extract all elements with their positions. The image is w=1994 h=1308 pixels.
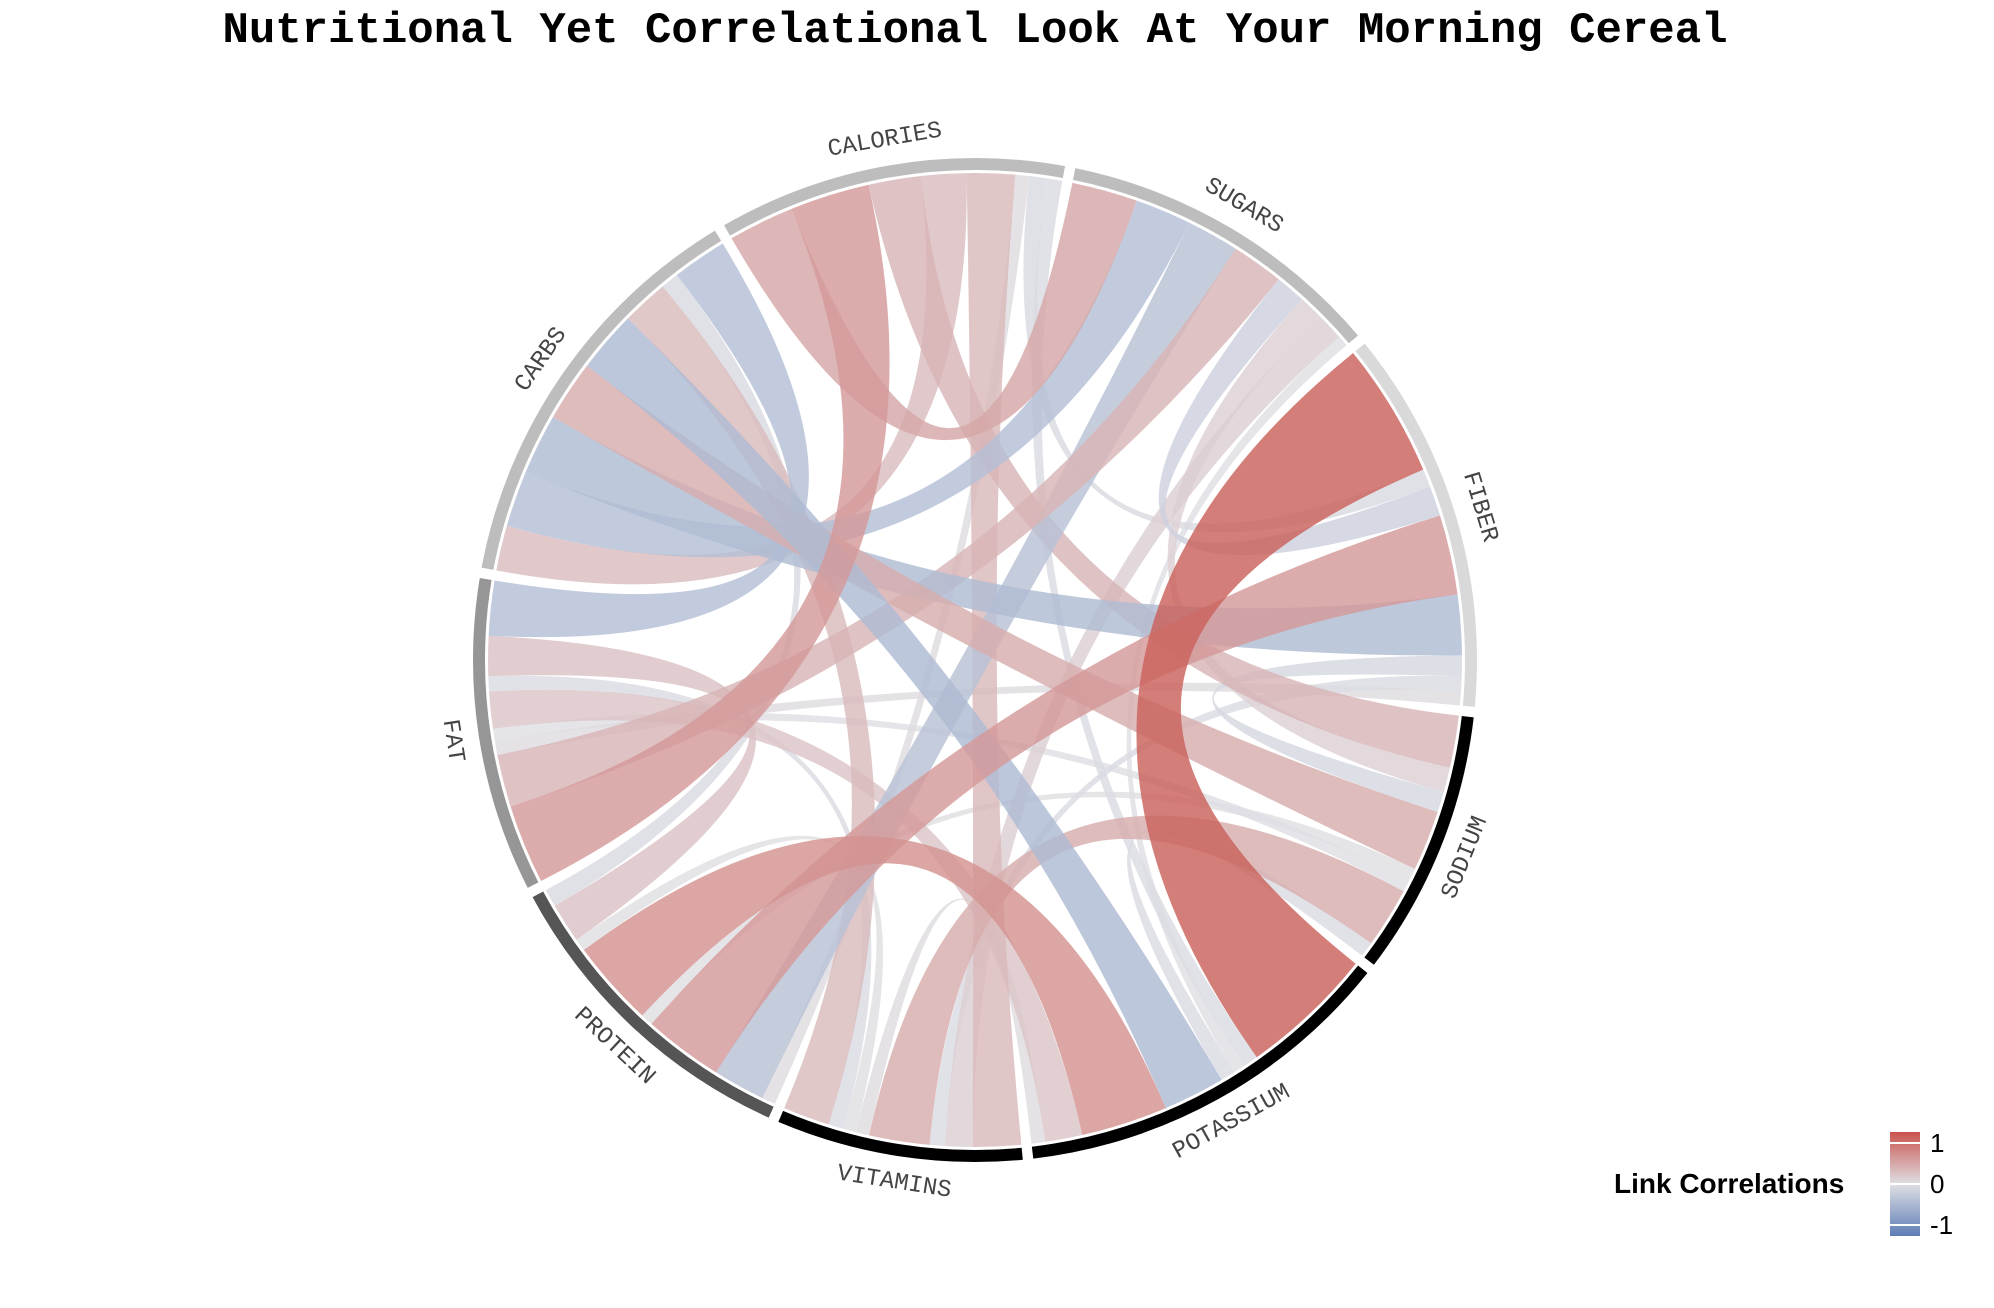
- chord-link-fiber-sodium: [1212, 655, 1463, 813]
- sector-arc-fat: [473, 578, 539, 888]
- chord-link-fat-carbs: [488, 243, 809, 638]
- legend-tick-label-mid: 0: [1930, 1169, 1945, 1199]
- chord-link-calories-sodium: [868, 176, 1459, 768]
- sector-label-fat: FAT: [436, 717, 469, 764]
- chord-link-sodium-carbs: [553, 365, 1438, 869]
- chord-link-calories-fiber: [1023, 176, 1431, 533]
- chord-link-potassium-carbs: [586, 318, 1222, 1109]
- chart-title: Nutritional Yet Correlational Look At Yo…: [222, 6, 1728, 56]
- legend-tick-mark-mid: [1890, 1183, 1920, 1185]
- chord-link-fiber-potassium: [1136, 353, 1424, 1058]
- chord-links: [487, 172, 1463, 1147]
- legend-tick-mark-low: [1890, 1224, 1920, 1226]
- legend-tick-label-high: 1: [1930, 1128, 1945, 1158]
- chord-link-potassium-vitamins: [855, 898, 1046, 1144]
- chord-link-sugars-carbs: [506, 200, 1190, 558]
- sector-arcs: [473, 158, 1477, 1162]
- legend-tick-label-low: -1: [1930, 1210, 1954, 1240]
- sector-arc-sodium: [1364, 715, 1474, 965]
- chord-link-sodium-fat: [492, 712, 1410, 892]
- sector-arc-calories: [724, 158, 1066, 236]
- chord-link-vitamins-protein: [576, 835, 884, 1133]
- legend: Link Correlations 1 0 -1: [1614, 1128, 1974, 1248]
- chord-link-sugars-fat: [497, 248, 1279, 807]
- chord-link-fiber-protein: [651, 515, 1458, 1073]
- chord-link-calories-fat: [510, 184, 890, 882]
- chord-link-sodium-potassium: [1127, 829, 1372, 1080]
- legend-title: Link Correlations: [1614, 1168, 1845, 1199]
- chord-link-protein-fat: [487, 635, 756, 940]
- chord-link-calories-sugars: [731, 182, 1137, 441]
- sector-arc-sugars: [1072, 168, 1359, 344]
- sector-arc-fiber: [1355, 343, 1477, 707]
- sector-arc-vitamins: [778, 1110, 1023, 1162]
- sector-label-vitamins: VITAMINS: [835, 1160, 953, 1204]
- chord-link-sugars-fiber: [1158, 279, 1441, 556]
- sector-label-calories: CALORIES: [826, 117, 944, 163]
- legend-tick-mark-high: [1890, 1142, 1920, 1144]
- chord-link-calories-carbs: [496, 173, 967, 585]
- chord-link-fiber-carbs: [525, 416, 1462, 656]
- sector-label-fiber: FIBER: [1456, 469, 1503, 546]
- chord-link-potassium-protein: [583, 836, 1166, 1136]
- chord-link-protein-carbs: [545, 274, 801, 906]
